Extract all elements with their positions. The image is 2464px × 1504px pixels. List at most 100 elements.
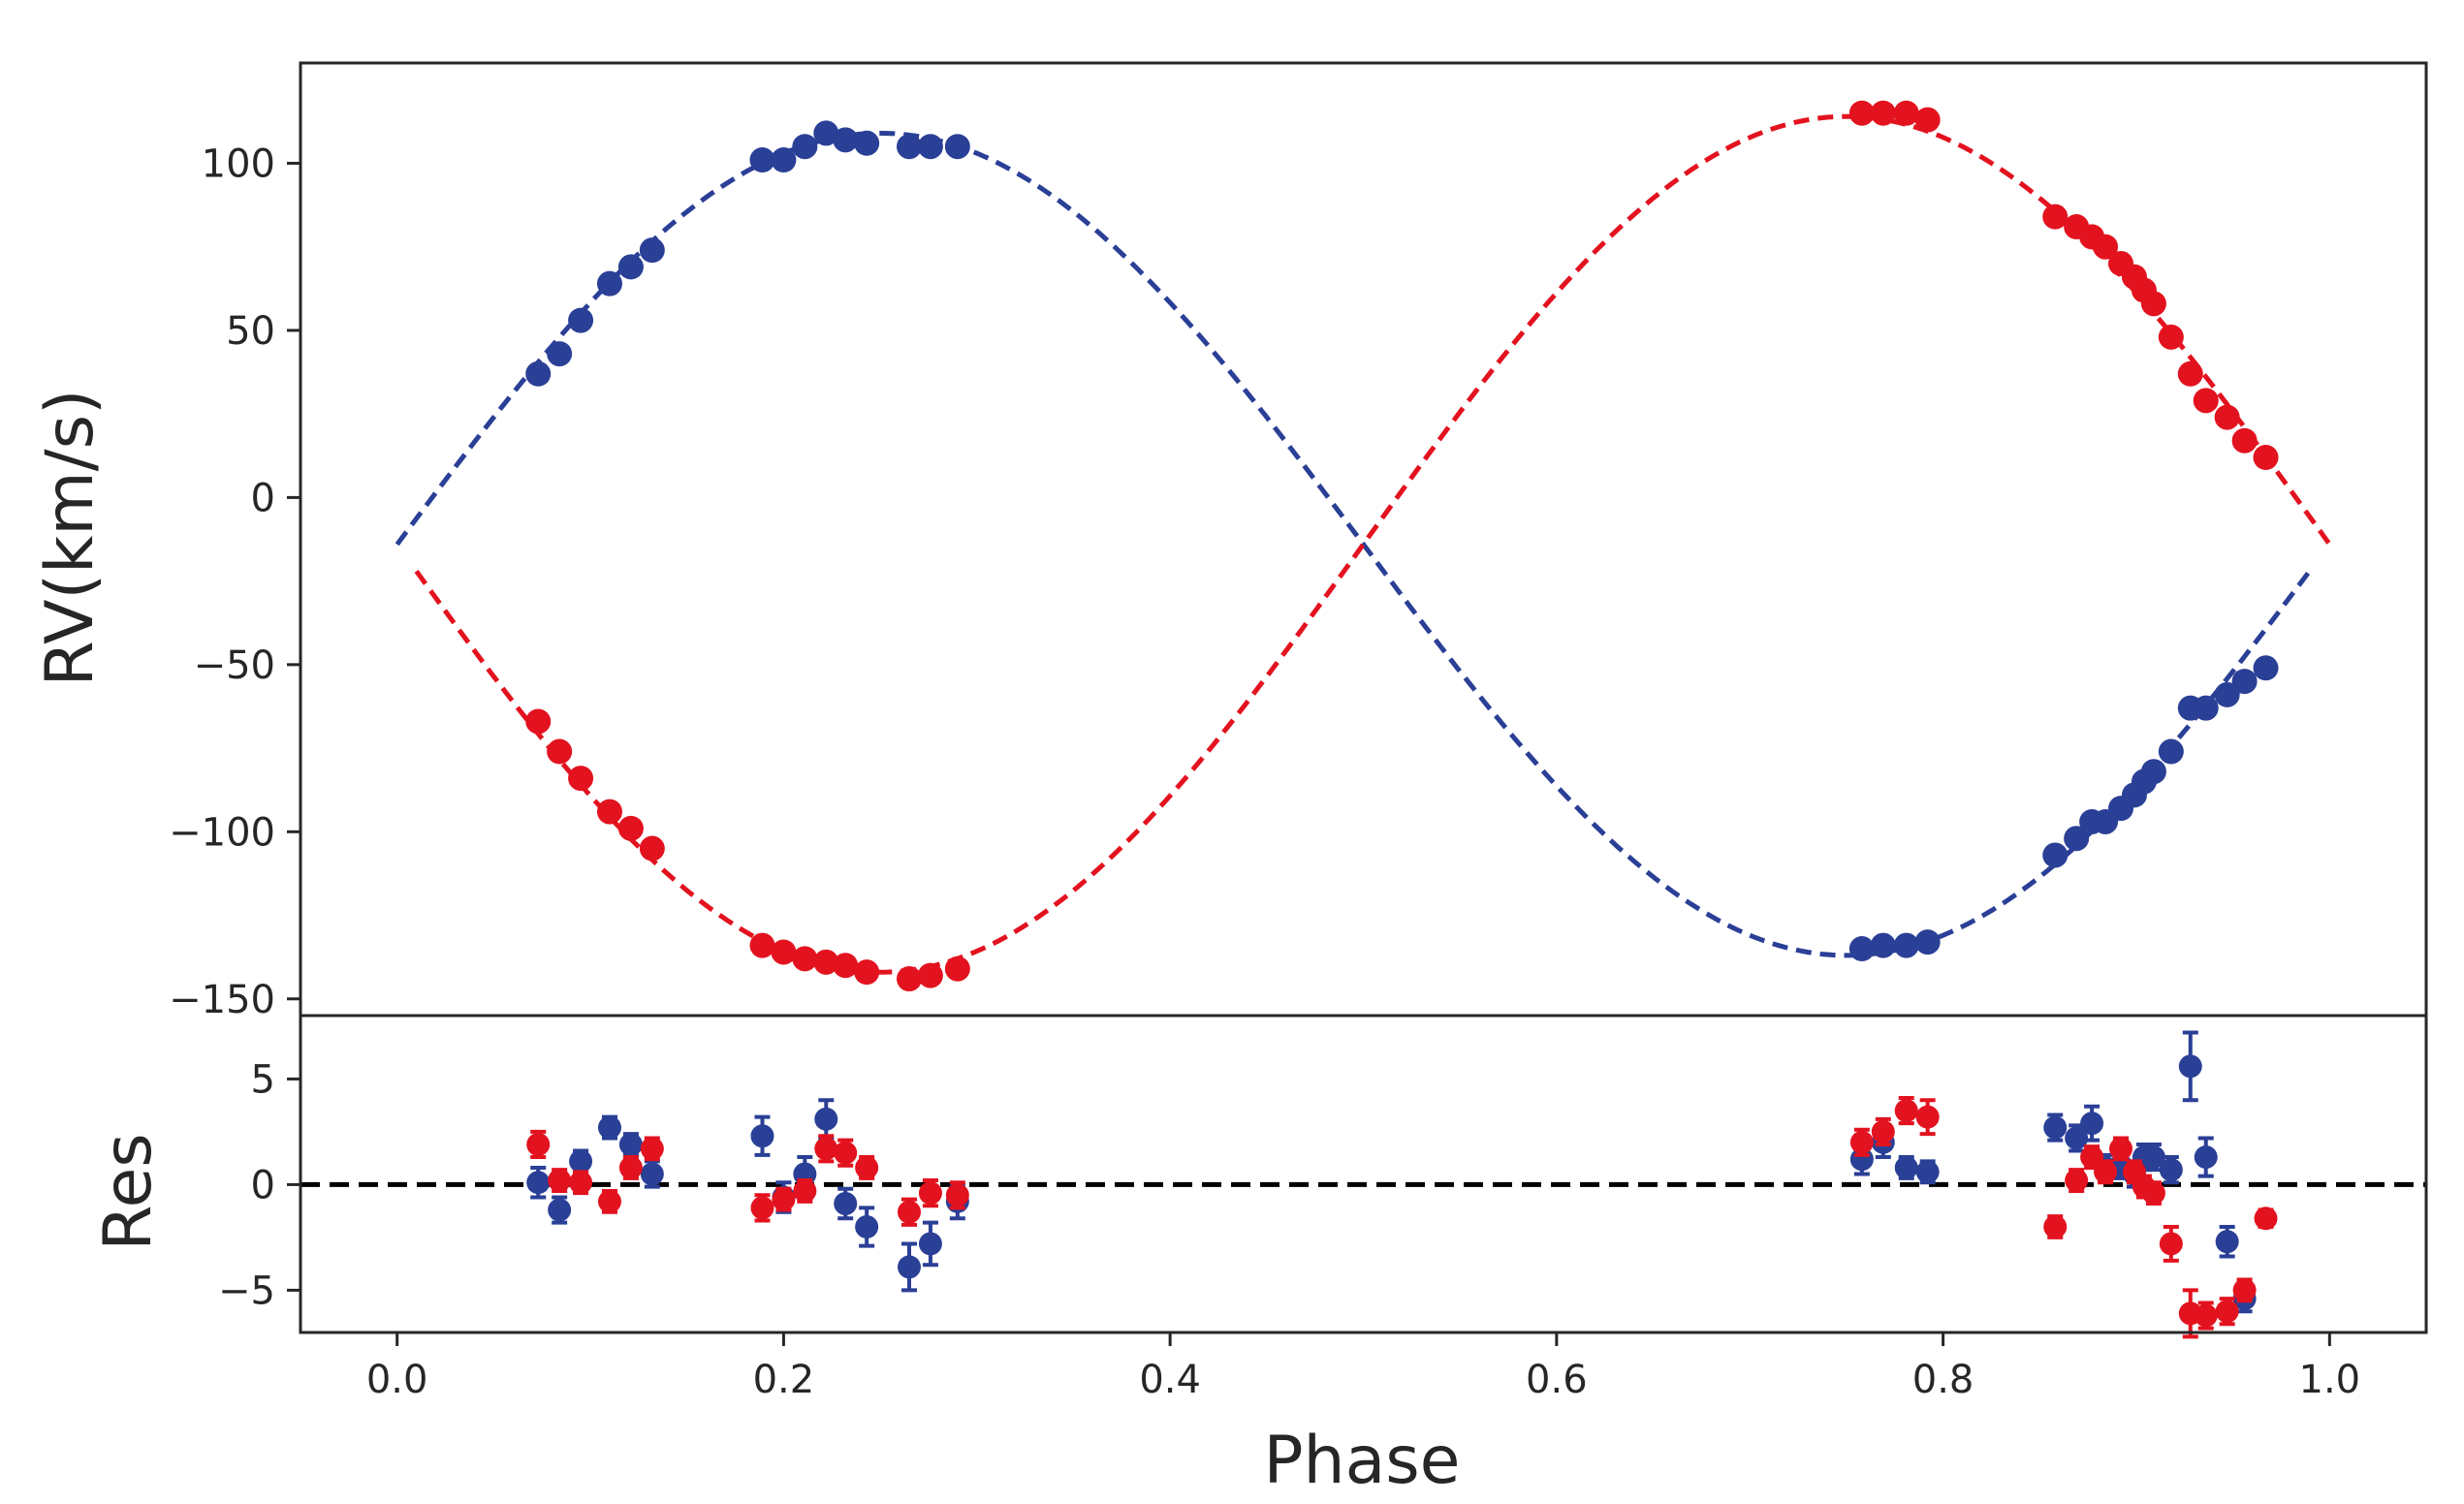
primary residuals-point — [1894, 1155, 1918, 1179]
primary residuals-point — [2141, 1145, 2165, 1170]
rv-model-curves — [395, 113, 2332, 975]
primary-model-curve — [395, 131, 2313, 958]
rv-data-points — [525, 100, 2279, 992]
secondary-rv-point — [813, 949, 839, 975]
secondary-rv-point — [617, 815, 644, 841]
secondary residuals-point — [569, 1171, 593, 1195]
primary-rv-point — [1870, 932, 1896, 958]
secondary residuals-point — [793, 1178, 817, 1203]
primary-rv-point — [525, 360, 552, 387]
secondary residuals-point — [1871, 1119, 1895, 1144]
residual-y-tick-label: −5 — [218, 1269, 275, 1313]
secondary-rv-point — [833, 953, 859, 979]
residual-y-tick-label: 0 — [251, 1163, 275, 1207]
phase-x-tick-label: 0.0 — [366, 1358, 428, 1402]
primary residuals-point — [1915, 1160, 1940, 1184]
secondary residuals-point — [2254, 1206, 2278, 1231]
rv-y-tick-label: 0 — [251, 476, 275, 520]
primary-rv-point — [749, 147, 775, 173]
secondary residuals-point — [814, 1137, 838, 1161]
secondary residuals-point — [2094, 1160, 2118, 1184]
primary-rv-point — [2140, 759, 2166, 785]
secondary-rv-point — [1848, 100, 1875, 126]
residual-y-tick-label: 5 — [251, 1057, 275, 1102]
primary-rv-point — [2042, 842, 2069, 868]
secondary-rv-point — [2093, 234, 2119, 260]
secondary-rv-point — [568, 766, 594, 792]
secondary-rv-point — [854, 959, 880, 986]
phase-x-axis-label: Phase — [1263, 1423, 1460, 1499]
secondary residuals-point — [2232, 1278, 2257, 1302]
secondary residuals-point — [2043, 1215, 2068, 1238]
rv-panel: 100 50 0 −50 −100 −150 RV(km/s) — [32, 61, 2428, 1022]
primary residuals-point — [640, 1162, 664, 1186]
primary residuals-point — [918, 1232, 942, 1256]
secondary residuals-point — [855, 1155, 879, 1179]
primary-rv-point — [2064, 826, 2090, 852]
primary-rv-point — [2214, 681, 2240, 707]
secondary residuals-point — [526, 1132, 551, 1156]
secondary-rv-point — [2231, 427, 2258, 454]
rv-y-tick-label: −150 — [169, 978, 275, 1022]
secondary-rv-point — [1893, 100, 1919, 126]
primary residuals-point — [2080, 1112, 2104, 1136]
phase-x-tick-label: 1.0 — [2299, 1358, 2361, 1402]
primary residuals-point — [597, 1115, 621, 1140]
secondary-rv-point — [749, 932, 775, 958]
secondary residuals-point — [2194, 1303, 2218, 1328]
phase-x-tick-label: 0.4 — [1139, 1358, 1201, 1402]
primary-rv-point — [2231, 669, 2258, 695]
secondary residuals-point — [1849, 1130, 1874, 1154]
primary residuals-point — [2159, 1158, 2183, 1182]
primary residuals-point — [548, 1198, 572, 1222]
rv-y-tick-label: 100 — [202, 141, 275, 186]
primary-rv-point — [617, 254, 644, 280]
secondary residuals-point — [2141, 1181, 2165, 1206]
primary residuals-point — [2194, 1145, 2218, 1170]
primary-rv-point — [1848, 936, 1875, 962]
secondary-rv-point — [2253, 444, 2279, 470]
secondary-rv-point — [2193, 388, 2219, 414]
rv-y-tick-label: −50 — [194, 643, 275, 688]
residuals-y-axis-label: Res — [90, 1133, 167, 1250]
primary-rv-point — [771, 147, 797, 173]
secondary-rv-point — [944, 956, 970, 982]
phase-x-tick-label: 0.6 — [1526, 1358, 1588, 1402]
secondary-rv-point — [1914, 107, 1941, 133]
primary-rv-point — [568, 307, 594, 333]
secondary-rv-point — [792, 946, 818, 972]
secondary-rv-point — [2177, 360, 2203, 387]
secondary residuals-point — [897, 1200, 921, 1224]
residuals-panel-frame — [299, 1014, 2428, 1334]
primary-rv-point — [639, 237, 665, 264]
primary-rv-point — [813, 120, 839, 146]
secondary-rv-point — [596, 799, 622, 825]
primary residuals-point — [2065, 1126, 2089, 1150]
primary-rv-point — [833, 127, 859, 153]
secondary-rv-point — [896, 966, 922, 992]
primary residuals-point — [618, 1132, 643, 1156]
primary residuals-point — [2043, 1115, 2068, 1140]
primary-rv-point — [896, 134, 922, 160]
primary-rv-point — [917, 134, 943, 160]
primary-rv-point — [1893, 932, 1919, 958]
rv-y-tick-label: −100 — [169, 810, 275, 855]
primary residuals-point — [750, 1124, 774, 1148]
primary-rv-point — [944, 134, 970, 160]
residual-data-points — [526, 1030, 2278, 1339]
secondary-rv-point — [1870, 100, 1896, 126]
secondary residuals-point — [945, 1183, 969, 1207]
secondary residuals-point — [750, 1196, 774, 1220]
secondary residuals-point — [618, 1155, 643, 1179]
rv-y-axis-label: RV(km/s) — [32, 389, 109, 686]
secondary residuals-point — [918, 1181, 942, 1206]
primary residuals-point — [2178, 1054, 2202, 1079]
phase-x-tick-label: 0.8 — [1912, 1358, 1974, 1402]
secondary residuals-point — [772, 1187, 796, 1211]
primary-rv-point — [547, 341, 573, 367]
secondary residuals-point — [2159, 1232, 2183, 1256]
secondary-rv-point — [2042, 204, 2069, 230]
primary residuals-point — [569, 1149, 593, 1174]
